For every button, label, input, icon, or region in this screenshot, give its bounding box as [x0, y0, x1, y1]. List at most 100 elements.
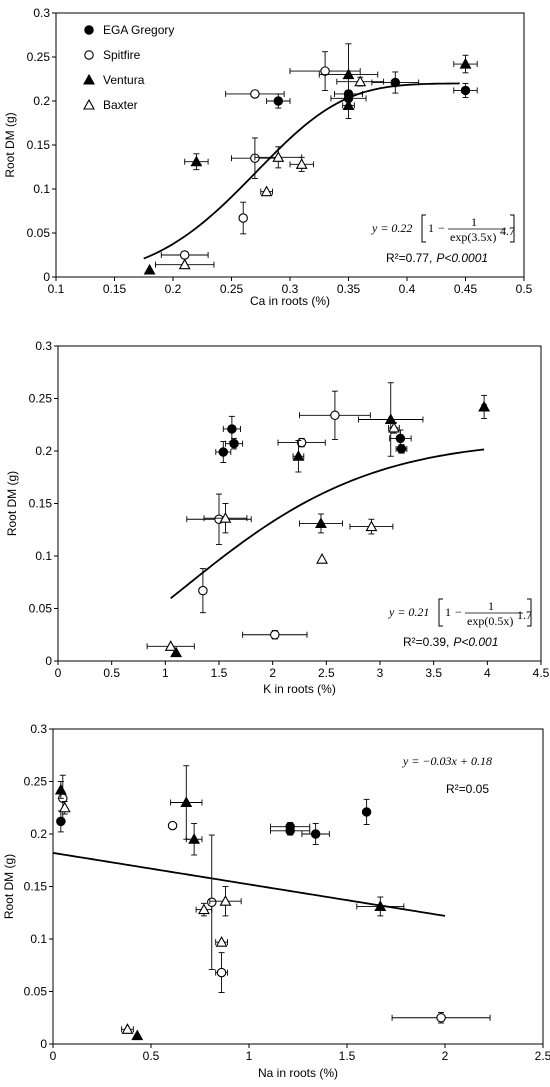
- data-point: [216, 967, 227, 978]
- x-tick-label: 0.45: [454, 282, 478, 296]
- series-spitfire: [160, 51, 361, 260]
- equation-one: 1: [428, 221, 434, 235]
- series-spitfire: [186, 390, 371, 640]
- data-point: [292, 450, 305, 461]
- series-ventura: [143, 43, 478, 275]
- x-tick-label: 1: [246, 1049, 253, 1063]
- data-point: [272, 151, 285, 162]
- equation-lhs: y = 0.22: [371, 221, 412, 235]
- series-ventura: [170, 382, 491, 658]
- y-tick-label: 0.3: [35, 339, 52, 353]
- series-spitfire: [58, 774, 491, 1024]
- data-point: [260, 185, 273, 197]
- bracket-left: [421, 214, 426, 243]
- y-tick-label: 0: [45, 654, 52, 668]
- r-squared-label: R²=0.39, P<0.001: [403, 635, 498, 649]
- x-tick-label: 2: [269, 666, 276, 680]
- y-tick-label: 0.25: [27, 50, 51, 64]
- data-point: [361, 807, 372, 817]
- x-tick-label: 2.5: [318, 666, 335, 680]
- r-squared-value: R²=0.05: [446, 782, 489, 796]
- x-tick-label: 1.5: [339, 1049, 356, 1063]
- fit-equation: y = −0.03x + 0.18: [402, 754, 492, 768]
- fitted-curve: [170, 448, 485, 600]
- data-point: [218, 447, 229, 457]
- equation-lhs: y = 0.21: [388, 605, 429, 619]
- x-tick-label: 0.2: [165, 282, 182, 296]
- x-tick-label: 1.5: [211, 666, 228, 680]
- fraction-exponent: 4.7: [500, 224, 515, 238]
- chart-ca-vs-root-dm: 0.1 0.15 0.2 0.25 0.3 0.35 0.4 0.45 0.5 0 0.05 0.1 0…: [3, 6, 533, 308]
- y-tick-label: 0.2: [33, 94, 50, 108]
- data-point: [238, 213, 248, 223]
- x-tick-label: 0.5: [143, 1049, 160, 1063]
- data-point: [207, 897, 217, 907]
- series-ega-gregory: [215, 415, 412, 463]
- y-tick-label: 0.1: [35, 549, 52, 563]
- series-ventura: [54, 765, 405, 1041]
- x-tick-label: 1: [162, 666, 169, 680]
- r-squared-value: R²=0.77,: [386, 251, 432, 265]
- equation-one: 1: [445, 605, 451, 619]
- data-point: [190, 155, 203, 167]
- x-tick-label: 0.15: [103, 282, 127, 296]
- legend-marker: [84, 25, 94, 35]
- data-point: [436, 1012, 446, 1023]
- data-point: [188, 833, 201, 844]
- fraction-exponent: 1.7: [517, 608, 532, 622]
- plot-area-frame: [52, 728, 544, 1045]
- data-point: [310, 829, 321, 839]
- x-tick-label: 0.35: [337, 282, 361, 296]
- x-tick-label: 0.1: [48, 282, 65, 296]
- x-tick-label: 0.5: [103, 666, 120, 680]
- x-tick-label: 4.5: [533, 666, 550, 680]
- data-point: [197, 903, 210, 915]
- y-tick-label: 0.3: [33, 6, 50, 20]
- data-point: [285, 821, 295, 832]
- y-tick-label: 0.15: [27, 138, 51, 152]
- p-value: P<0.001: [453, 635, 498, 649]
- data-point: [354, 75, 367, 87]
- data-point: [170, 646, 183, 658]
- data-point: [395, 433, 406, 444]
- x-axis-title: K in roots (%): [263, 682, 336, 696]
- x-tick-label: 0.25: [220, 282, 244, 296]
- data-point: [460, 85, 471, 96]
- x-axis-title: Ca in roots (%): [250, 294, 330, 308]
- data-point: [198, 585, 208, 596]
- series-baxter: [154, 75, 385, 270]
- x-axis-title: Na in roots (%): [258, 1066, 338, 1080]
- data-point: [396, 444, 407, 454]
- y-tick-label: 0: [40, 1037, 47, 1051]
- data-point: [295, 158, 308, 169]
- series-ega-gregory: [56, 798, 372, 845]
- data-point: [179, 250, 190, 260]
- data-point: [219, 512, 232, 523]
- data-point: [227, 424, 237, 434]
- y-tick-label: 0.25: [24, 775, 48, 789]
- y-tick-label: 0.15: [29, 497, 53, 511]
- data-point: [320, 66, 330, 76]
- p-value: P<0.0001: [436, 251, 488, 265]
- x-tick-label: 2.5: [535, 1049, 550, 1063]
- legend: EGA Gregory Spitfire Ventura Baxter: [83, 23, 174, 112]
- data-point: [178, 258, 191, 270]
- y-tick-label: 0.1: [33, 182, 50, 196]
- data-point: [384, 413, 397, 425]
- y-tick-label: 0: [43, 270, 50, 284]
- y-axis-title: Root DM (g): [3, 112, 17, 177]
- data-point: [315, 517, 327, 529]
- x-tick-label: 2: [442, 1049, 449, 1063]
- x-tick-label: 3: [377, 666, 384, 680]
- data-point: [215, 936, 228, 947]
- bracket-right: [510, 214, 515, 243]
- equation-minus: −: [438, 221, 445, 235]
- data-point: [121, 1023, 134, 1034]
- data-point: [167, 820, 178, 831]
- r-squared-value: R²=0.39,: [403, 635, 449, 649]
- fraction-numerator: 1: [471, 215, 477, 229]
- legend-marker: [83, 98, 95, 110]
- x-tick-label: 0.3: [282, 282, 299, 296]
